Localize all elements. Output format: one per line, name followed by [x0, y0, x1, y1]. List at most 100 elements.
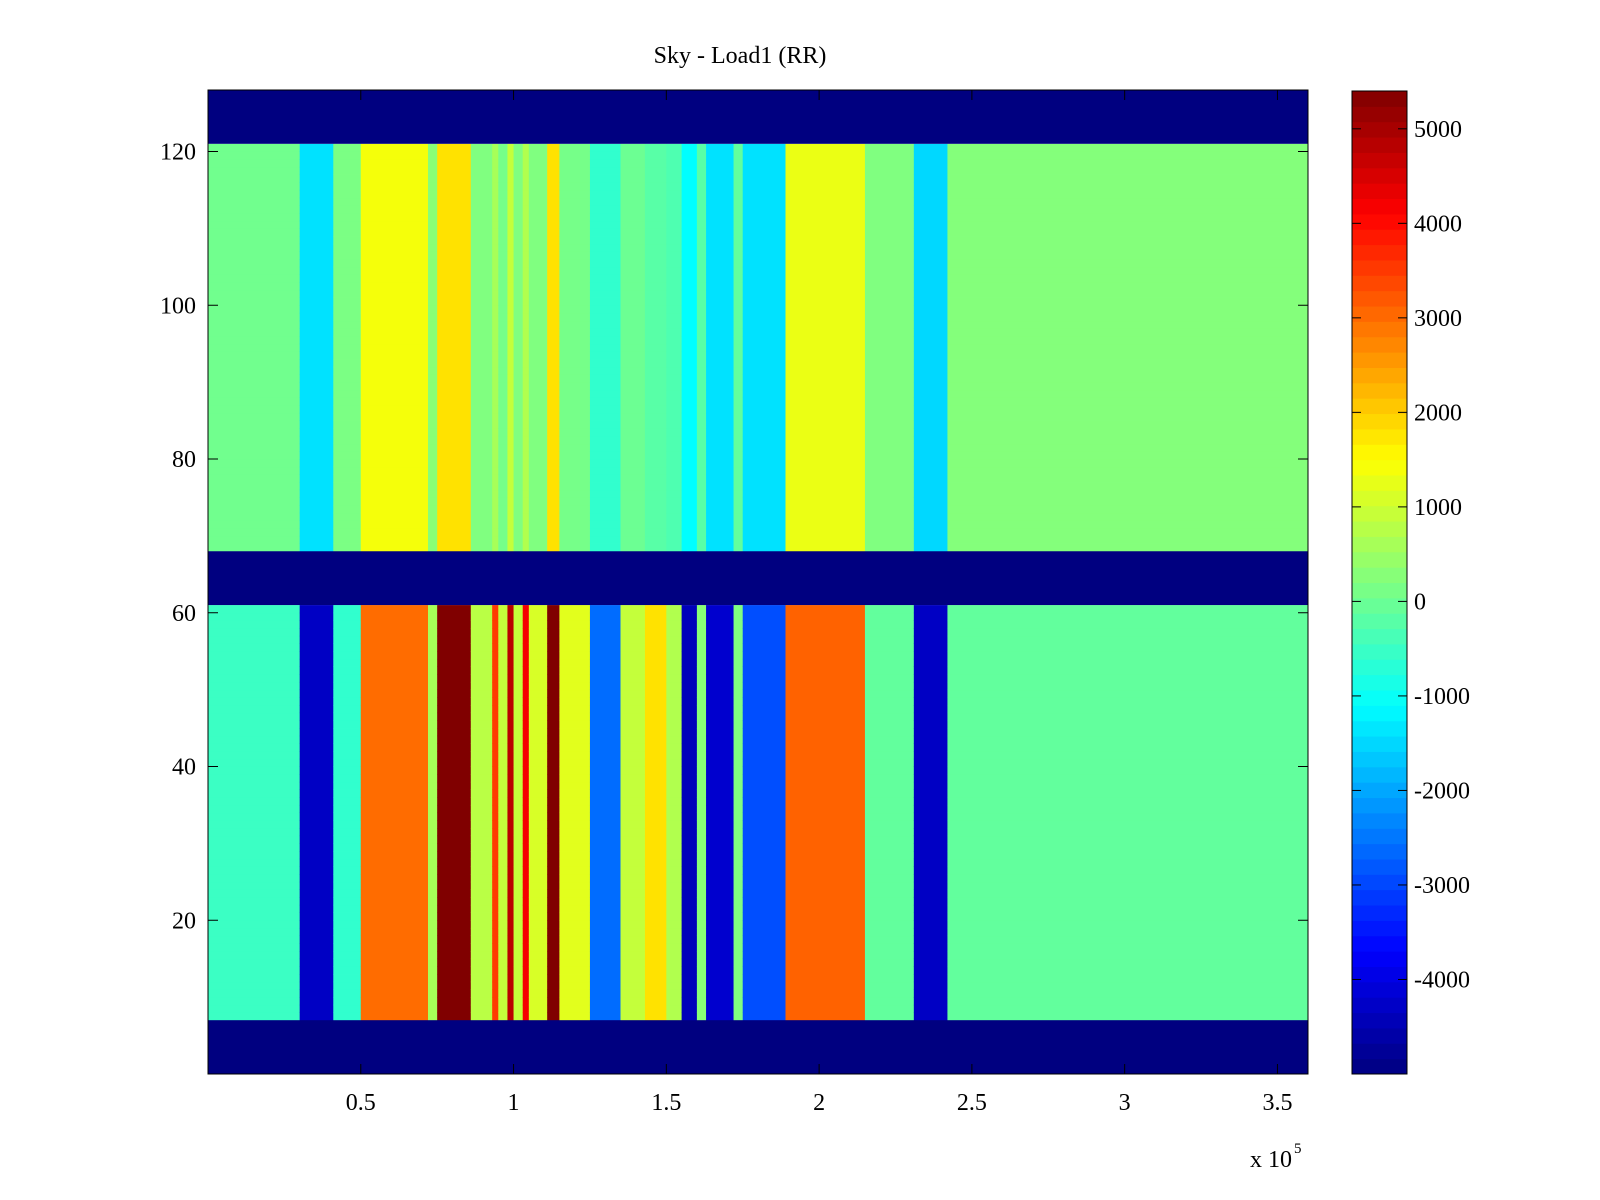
heatmap-cell [470, 889, 493, 898]
heatmap-cell [522, 435, 530, 445]
heatmap-cell [528, 881, 548, 890]
colorbar-tick-label: 2000 [1414, 400, 1462, 426]
heatmap-cell [498, 274, 508, 283]
heatmap-cell [864, 866, 915, 875]
heatmap-cell [913, 397, 948, 406]
heatmap-cell [492, 843, 499, 852]
heatmap-cell [333, 213, 362, 222]
heatmap-cell [513, 835, 524, 844]
heatmap-cell [666, 405, 683, 414]
heatmap-cell [498, 505, 508, 514]
heatmap-cell [360, 374, 429, 383]
heatmap-cell [947, 274, 1309, 283]
heatmap-cell [733, 474, 744, 483]
heatmap-cell [437, 904, 472, 913]
heatmap-cell [360, 628, 429, 637]
heatmap-cell [620, 927, 646, 937]
heatmap-cell [513, 366, 524, 375]
heatmap-cell [644, 482, 667, 491]
heatmap-cell [913, 159, 948, 168]
heatmap-cell [299, 989, 334, 998]
heatmap-cell [620, 612, 646, 621]
heatmap-cell [208, 220, 301, 229]
heatmap-cell [696, 966, 707, 975]
heatmap-cell [299, 236, 334, 245]
heatmap-cell [333, 312, 362, 322]
heatmap-cell [733, 405, 744, 414]
heatmap-cell [208, 651, 301, 660]
heatmap-cell [547, 459, 560, 468]
heatmap-cell [696, 997, 707, 1006]
heatmap-cell [360, 651, 429, 660]
heatmap-cell [559, 336, 591, 345]
heatmap-cell [547, 966, 560, 975]
heatmap-cell [785, 351, 866, 360]
heatmap-cell [437, 143, 472, 152]
heatmap-cell [360, 512, 429, 521]
heatmap-cell [706, 728, 734, 737]
heatmap-cell [864, 328, 915, 337]
heatmap-cell [696, 366, 707, 375]
heatmap-cell [522, 512, 530, 521]
heatmap-cell [547, 535, 560, 544]
heatmap-cell [681, 351, 698, 360]
heatmap-cell [299, 966, 334, 975]
heatmap-cell [528, 282, 548, 291]
heatmap-cell [620, 482, 646, 491]
heatmap-cell [706, 374, 734, 383]
heatmap-cell [492, 943, 499, 952]
heatmap-cell [492, 997, 499, 1006]
heatmap-cell [333, 351, 362, 360]
heatmap-cell [589, 428, 621, 437]
heatmap-cell [706, 935, 734, 944]
heatmap-cell [913, 789, 948, 798]
heatmap-cell [299, 751, 334, 760]
heatmap-cell [507, 159, 514, 168]
heatmap-cell [666, 897, 683, 906]
heatmap-cell [559, 259, 591, 268]
heatmap-cell [428, 705, 438, 714]
heatmap-cell [733, 635, 744, 644]
heatmap-cell [208, 935, 301, 944]
heatmap-cell [470, 643, 493, 652]
heatmap-cell [644, 435, 667, 445]
heatmap-cell [666, 274, 683, 283]
heatmap-cell [513, 505, 524, 514]
heatmap-cell [507, 520, 514, 529]
heatmap-cell [559, 435, 591, 445]
heatmap-cell [913, 489, 948, 498]
heatmap-cell [644, 259, 667, 268]
heatmap-cell [733, 459, 744, 468]
heatmap-cell [360, 389, 429, 398]
heatmap-cell [437, 835, 472, 844]
heatmap-cell [706, 774, 734, 783]
heatmap-cell [333, 774, 362, 783]
heatmap-cell [333, 958, 362, 967]
heatmap-cell [681, 412, 698, 421]
heatmap-cell [696, 228, 707, 237]
heatmap-cell [559, 797, 591, 806]
heatmap-cell [644, 1012, 667, 1021]
heatmap-cell [864, 435, 915, 445]
heatmap-cell [470, 259, 493, 268]
heatmap-cell [360, 620, 429, 629]
heatmap-cell [513, 213, 524, 222]
x-axis-ticks: 0.5 1 1.5 2 2.5 3 3.5 [346, 90, 1292, 1116]
heatmap-cell [559, 420, 591, 429]
heatmap-cell [507, 920, 514, 929]
heatmap-cell [706, 151, 734, 160]
heatmap-cell [360, 289, 429, 298]
heatmap-cell [470, 213, 493, 222]
heatmap-cell [913, 374, 948, 383]
heatmap-cell [681, 889, 698, 898]
heatmap-cell [589, 466, 621, 475]
heatmap-cell [360, 466, 429, 475]
heatmap-cell [507, 658, 514, 667]
chart-title: Sky - Load1 (RR) [654, 43, 827, 69]
heatmap-cell [513, 405, 524, 414]
heatmap-cell [507, 512, 514, 521]
colorbar-segment [1352, 521, 1407, 537]
heatmap-cell [360, 282, 429, 291]
heatmap-cell [547, 543, 560, 552]
heatmap-cell [742, 966, 786, 975]
